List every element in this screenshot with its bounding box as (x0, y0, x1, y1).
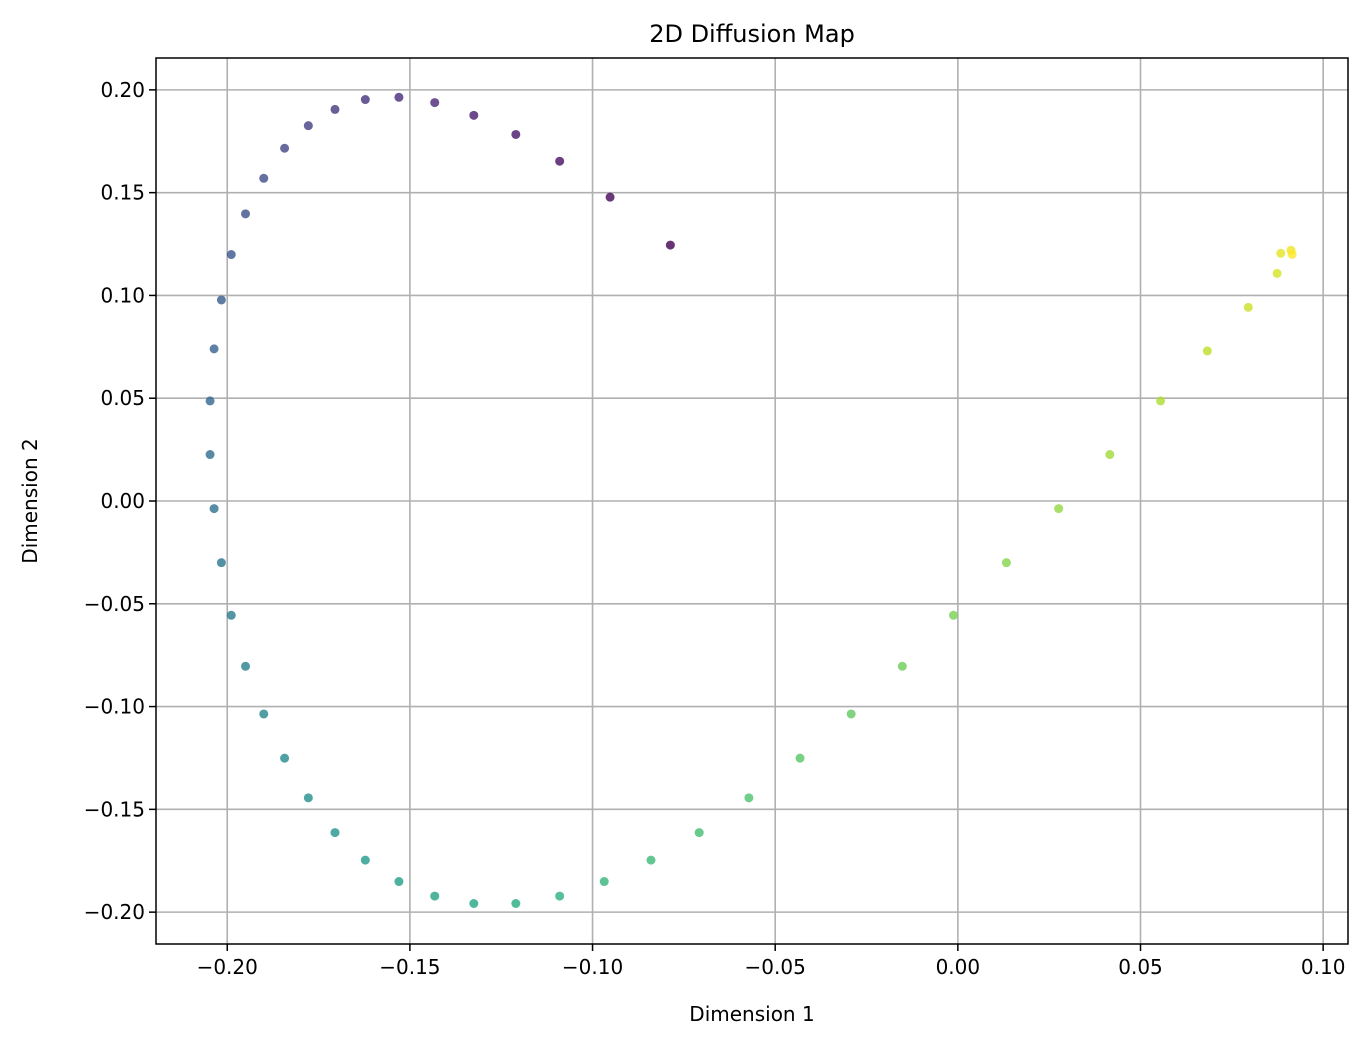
scatter-point (744, 793, 754, 803)
scatter-point (694, 828, 704, 838)
scatter-point (469, 110, 479, 120)
scatter-point (1287, 249, 1297, 259)
y-tick-label: 0.00 (100, 489, 145, 513)
scatter-point (226, 250, 236, 260)
scatter-point (948, 610, 958, 620)
scatter-point (1001, 558, 1011, 568)
scatter-point (1272, 268, 1282, 278)
y-tick-label: 0.05 (100, 386, 145, 410)
scatter-point (216, 558, 226, 568)
x-tick-label: −0.05 (745, 955, 806, 979)
scatter-point (1054, 504, 1064, 514)
scatter-point (209, 344, 219, 354)
x-tick-label: −0.10 (562, 955, 623, 979)
scatter-point (1243, 302, 1253, 312)
scatter-point (216, 295, 226, 305)
scatter-point (511, 129, 521, 139)
x-tick-label: 0.05 (1118, 955, 1163, 979)
x-tick-label: −0.15 (379, 955, 440, 979)
scatter-point (469, 899, 479, 909)
scatter-point (205, 396, 215, 406)
scatter-point (226, 610, 236, 620)
x-tick-label: 0.00 (936, 955, 981, 979)
x-tick-label: 0.10 (1301, 955, 1346, 979)
scatter-point (330, 828, 340, 838)
scatter-point (241, 209, 251, 219)
scatter-point (846, 709, 856, 719)
scatter-point (303, 793, 313, 803)
scatter-point (795, 753, 805, 763)
scatter-point (665, 240, 675, 250)
x-axis: −0.20 −0.15 −0.10 −0.05 0.00 0.05 0.10 (197, 944, 1346, 979)
y-tick-label: 0.10 (100, 283, 145, 307)
scatter-point (430, 98, 440, 108)
y-tick-label: −0.10 (84, 695, 145, 719)
grid (156, 58, 1348, 944)
data-points (205, 92, 1297, 909)
y-tick-label: −0.05 (84, 592, 145, 616)
y-tick-label: −0.20 (84, 900, 145, 924)
scatter-point (1105, 450, 1115, 460)
scatter-point (209, 504, 219, 514)
scatter-point (1202, 346, 1212, 356)
scatter-point (280, 143, 290, 153)
scatter-point (555, 156, 565, 166)
scatter-point (897, 661, 907, 671)
scatter-point (205, 450, 215, 460)
scatter-point (1276, 248, 1286, 258)
chart-title: 2D Diffusion Map (649, 20, 855, 48)
scatter-point (605, 192, 615, 202)
scatter-point (259, 709, 269, 719)
scatter-point (430, 891, 440, 901)
scatter-point (280, 753, 290, 763)
scatter-point (511, 899, 521, 909)
scatter-point (330, 104, 340, 114)
x-axis-title: Dimension 1 (689, 1002, 814, 1026)
scatter-point (360, 95, 370, 105)
scatter-point (394, 877, 404, 887)
y-tick-label: 0.20 (100, 78, 145, 102)
scatter-point (360, 855, 370, 865)
y-tick-label: −0.15 (84, 797, 145, 821)
y-tick-label: 0.15 (100, 181, 145, 205)
scatter-point (555, 891, 565, 901)
x-tick-label: −0.20 (197, 955, 258, 979)
scatter-point (259, 173, 269, 183)
scatter-point (599, 877, 609, 887)
scatter-point (646, 855, 656, 865)
scatter-point (303, 121, 313, 131)
y-axis-title: Dimension 2 (18, 438, 42, 563)
y-axis: 0.20 0.15 0.10 0.05 0.00 −0.05 −0.10 −0.15 −0.20 (84, 78, 156, 924)
scatter-point (1156, 396, 1166, 406)
scatter-point (241, 661, 251, 671)
scatter-point (394, 92, 404, 102)
